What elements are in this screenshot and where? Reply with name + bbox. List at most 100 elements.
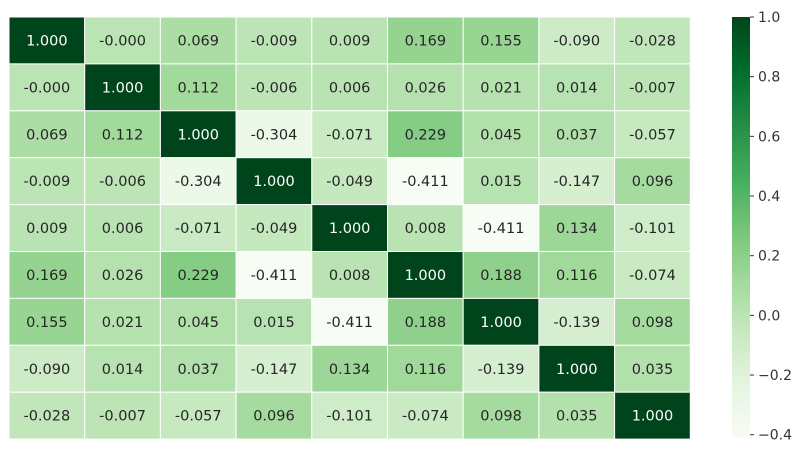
cell-label-r0-c8: -0.028 (629, 33, 676, 49)
colorbar-tick-label-7: −0.4 (758, 428, 792, 444)
cell-label-r2-c4: -0.071 (326, 127, 373, 143)
heatmap-cell-r8-c2 (159, 391, 237, 440)
cell-label-r5-c4: 0.008 (329, 268, 371, 284)
cell-label-r5-c0: 0.169 (26, 268, 68, 284)
heatmap-cell-r2-c8 (614, 110, 691, 159)
cell-label-r5-c7: 0.116 (556, 268, 598, 284)
cell-label-r0-c6: 0.155 (480, 33, 522, 49)
cell-label-r8-c5: -0.074 (402, 409, 449, 425)
heatmap-cell-r7-c6 (462, 344, 540, 393)
cell-label-r1-c7: 0.014 (556, 80, 598, 96)
heatmap-cell-r3-c1 (84, 157, 161, 206)
cell-label-r6-c1: 0.021 (102, 315, 144, 331)
heatmap-cell-r1-c6 (462, 63, 540, 112)
cell-label-r8-c3: 0.096 (253, 409, 295, 425)
cell-label-r2-c6: 0.045 (480, 127, 522, 143)
heatmap-cell-r0-c7 (538, 16, 616, 65)
cell-label-r4-c6: -0.411 (478, 221, 525, 237)
cell-label-r3-c2: -0.304 (175, 174, 222, 190)
heatmap-cell-r5-c5 (387, 251, 464, 299)
cell-label-r6-c6: 1.000 (480, 315, 522, 331)
cell-label-r8-c2: -0.057 (175, 409, 222, 425)
cell-label-r6-c0: 0.155 (26, 315, 68, 331)
cell-label-r5-c1: 0.026 (102, 268, 144, 284)
heatmap-cell-r0-c2 (159, 16, 237, 65)
heatmap-cell-r7-c5 (387, 344, 464, 393)
cell-label-r3-c7: -0.147 (553, 174, 600, 190)
cell-label-r3-c0: -0.009 (23, 174, 70, 190)
cell-label-r6-c4: -0.411 (326, 315, 373, 331)
heatmap-cell-r1-c7 (538, 63, 616, 112)
cell-label-r7-c6: -0.139 (478, 362, 525, 378)
cell-label-r3-c1: -0.006 (99, 174, 146, 190)
cell-label-r0-c7: -0.090 (553, 33, 600, 49)
cell-label-r0-c4: 0.009 (329, 33, 371, 49)
heatmap-cell-r3-c3 (235, 157, 313, 206)
cell-label-r7-c0: -0.090 (23, 362, 70, 378)
cell-label-r2-c7: 0.037 (556, 127, 598, 143)
heatmap-cell-r5-c8 (614, 251, 691, 299)
colorbar-gradient (732, 17, 750, 438)
cell-label-r6-c8: 0.098 (632, 315, 674, 331)
heatmap-cell-r2-c4 (311, 110, 388, 159)
cell-label-r4-c5: 0.008 (405, 221, 447, 237)
cell-label-r2-c1: 0.112 (102, 127, 144, 143)
heatmap-cell-r2-c0 (8, 110, 86, 159)
heatmap-cell-r5-c3 (235, 251, 313, 299)
cell-label-r8-c0: -0.028 (23, 409, 70, 425)
cell-label-r5-c5: 1.000 (405, 268, 447, 284)
heatmap-cell-r8-c3 (235, 391, 313, 440)
cell-label-r0-c5: 0.169 (405, 33, 447, 49)
heatmap-cell-r2-c2 (159, 110, 237, 159)
cell-label-r8-c4: -0.101 (326, 409, 373, 425)
heatmap-cell-r8-c6 (462, 391, 540, 440)
cell-label-r5-c2: 0.229 (177, 268, 219, 284)
cell-label-r4-c1: 0.006 (102, 221, 144, 237)
cell-label-r1-c1: 1.000 (102, 80, 144, 96)
heatmap-cell-r1-c2 (159, 63, 237, 112)
heatmap-cell-r6-c6 (462, 297, 540, 346)
heatmap-cell-r4-c5 (387, 204, 464, 253)
cell-label-r7-c1: 0.014 (102, 362, 144, 378)
cell-label-r1-c6: 0.021 (480, 80, 522, 96)
heatmap-cell-r7-c3 (235, 344, 313, 393)
heatmap-cell-r4-c8 (614, 204, 691, 253)
heatmap-cell-r8-c8 (614, 391, 691, 440)
cell-label-r5-c6: 0.188 (480, 268, 522, 284)
heatmap-cell-r0-c0 (8, 16, 86, 65)
heatmap-cell-r4-c2 (159, 204, 237, 253)
cell-label-r1-c5: 0.026 (405, 80, 447, 96)
cell-label-r0-c0: 1.000 (26, 33, 68, 49)
cell-label-r3-c4: -0.049 (326, 174, 373, 190)
cell-label-r4-c3: -0.049 (251, 221, 298, 237)
cell-label-r3-c5: -0.411 (402, 174, 449, 190)
cell-label-r6-c7: -0.139 (553, 315, 600, 331)
cell-label-r2-c3: -0.304 (251, 127, 298, 143)
heatmap-cell-r1-c8 (614, 63, 691, 112)
cell-label-r3-c3: 1.000 (253, 174, 295, 190)
heatmap-cell-r0-c5 (387, 16, 464, 65)
cell-label-r2-c5: 0.229 (405, 127, 447, 143)
cell-label-r2-c0: 0.069 (26, 127, 68, 143)
heatmap-cell-r7-c8 (614, 344, 691, 393)
heatmap-cell-r5-c0 (8, 251, 86, 299)
colorbar-tick-label-1: 0.8 (758, 70, 780, 86)
cell-label-r8-c6: 0.098 (480, 409, 522, 425)
cell-label-r3-c8: 0.096 (632, 174, 674, 190)
cell-label-r6-c2: 0.045 (177, 315, 219, 331)
heatmap-cell-r3-c8 (614, 157, 691, 206)
heatmap-cell-r8-c4 (311, 391, 388, 440)
colorbar-ticks: 1.0 0.8 0.6 0.4 0.2 0.0 −0.2 −0.4 (750, 10, 792, 444)
heatmap-cell-r6-c1 (84, 297, 161, 346)
heatmap-cell-r5-c4 (311, 251, 388, 299)
colorbar-tick-label-6: −0.2 (758, 368, 792, 384)
cell-label-r1-c8: -0.007 (629, 80, 676, 96)
heatmap-cell-r1-c0 (8, 63, 86, 112)
heatmap-cell-r5-c2 (159, 251, 237, 299)
heatmap-cell-r1-c4 (311, 63, 388, 112)
heatmap-cell-r7-c0 (8, 344, 86, 393)
cell-label-r7-c3: -0.147 (251, 362, 298, 378)
cell-label-r7-c2: 0.037 (177, 362, 219, 378)
heatmap-cell-r7-c2 (159, 344, 237, 393)
